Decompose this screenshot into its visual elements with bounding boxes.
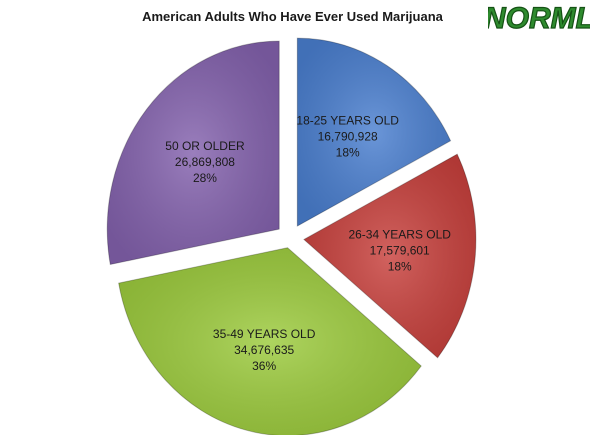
slice-value-1: 16,790,928 [318, 129, 378, 143]
slice-percent-3: 36% [252, 359, 276, 373]
slice-value-2: 17,579,601 [370, 243, 430, 257]
slice-percent-1: 18% [336, 145, 360, 159]
slice-percent-4: 28% [193, 171, 217, 185]
chart-title: American Adults Who Have Ever Used Marij… [142, 9, 443, 24]
slice-label-4: 50 OR OLDER [165, 139, 245, 153]
pie-slice-shading-4 [107, 41, 280, 265]
slice-label-1: 18-25 YEARS OLD [296, 113, 399, 127]
logo-text: NORML [488, 2, 590, 34]
pie-slice-shading-3 [118, 247, 422, 435]
slice-value-3: 34,676,635 [234, 343, 294, 357]
slice-label-3: 35-49 YEARS OLD [213, 327, 316, 341]
pie-slice-shading-1 [297, 38, 451, 227]
slice-value-4: 26,869,808 [175, 155, 235, 169]
slice-label-2: 26-34 YEARS OLD [348, 227, 451, 241]
slice-percent-2: 18% [388, 259, 412, 273]
pie-slice-shading-2 [303, 154, 476, 358]
norml-logo: NORML [488, 1, 590, 34]
